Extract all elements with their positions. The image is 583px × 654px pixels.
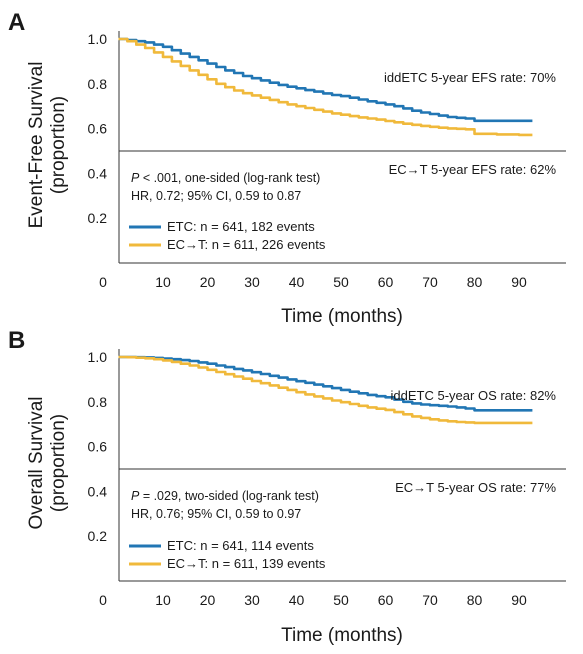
- stat-p-value: P = .029, two-sided (log-rank test): [131, 489, 319, 503]
- annotation-etc-rate: iddETC 5-year OS rate: 82%: [391, 388, 557, 403]
- legend-label-etc: ETC: n = 641, 114 events: [167, 538, 314, 553]
- legend-label-ec-t: EC→T: n = 611, 139 events: [167, 556, 326, 571]
- x-tick-label: 40: [289, 592, 305, 608]
- x-tick-label: 80: [467, 592, 483, 608]
- y-tick-label: 0.8: [88, 76, 108, 92]
- panel-letter: B: [8, 327, 25, 354]
- x-tick-label: 80: [467, 274, 483, 290]
- x-tick-label: 60: [378, 592, 394, 608]
- x-tick-label: 70: [422, 274, 438, 290]
- series-line-ec-t: [118, 37, 533, 137]
- x-tick-label: 10: [155, 274, 171, 290]
- series-line-ec-t: [118, 355, 533, 425]
- y-axis-title: Event-Free Survival: [26, 62, 47, 229]
- y-tick-label: 1.0: [88, 349, 108, 365]
- x-tick-label: 90: [511, 274, 527, 290]
- x-tick-label: 40: [289, 274, 305, 290]
- x-tick-label: 20: [200, 274, 216, 290]
- y-axis-subtitle: (proportion): [48, 414, 69, 512]
- y-tick-label: 0.2: [88, 528, 108, 544]
- panel-b: B 1.0 0.8 0.6 0.4 0.2 0 10 20 30 40 50 60 70 80 90 Time …: [8, 327, 566, 646]
- stat-hazard-ratio: HR, 0.72; 95% CI, 0.59 to 0.87: [131, 189, 301, 203]
- y-tick-label: 1.0: [88, 31, 108, 47]
- series-line-etc: [118, 37, 533, 123]
- x-tick-label: 30: [244, 592, 260, 608]
- annotation-ec-t-rate: EC→T 5-year OS rate: 77%: [395, 480, 556, 495]
- y-tick-label: 0.2: [88, 210, 108, 226]
- x-tick-label: 90: [511, 592, 527, 608]
- p-value-text: = .029, two-sided (log-rank test): [139, 489, 319, 503]
- y-tick-label: 0.4: [88, 483, 108, 499]
- stat-hazard-ratio: HR, 0.76; 95% CI, 0.59 to 0.97: [131, 507, 301, 521]
- panel-letter: A: [8, 9, 25, 36]
- series-line-etc: [118, 355, 533, 412]
- legend-label-etc: ETC: n = 641, 182 events: [167, 219, 315, 234]
- annotation-etc-rate: iddETC 5-year EFS rate: 70%: [384, 70, 556, 85]
- p-symbol: P: [131, 489, 140, 503]
- x-tick-label: 50: [333, 274, 349, 290]
- y-tick-label: 0.8: [88, 394, 108, 410]
- annotation-ec-t-rate: EC→T 5-year EFS rate: 62%: [389, 162, 557, 177]
- y-axis-subtitle: (proportion): [48, 96, 69, 194]
- origin-label: 0: [99, 592, 107, 608]
- x-tick-label: 70: [422, 592, 438, 608]
- y-tick-label: 0.4: [88, 165, 108, 181]
- x-tick-label: 10: [155, 592, 171, 608]
- origin-label: 0: [99, 274, 107, 290]
- stat-p-value: P < .001, one-sided (log-rank test): [131, 171, 320, 185]
- x-axis-title: Time (months): [281, 306, 403, 327]
- x-tick-label: 50: [333, 592, 349, 608]
- x-tick-label: 60: [378, 274, 394, 290]
- legend-label-ec-t: EC→T: n = 611, 226 events: [167, 237, 326, 252]
- y-axis-title: Overall Survival: [26, 396, 47, 529]
- p-symbol: P: [131, 171, 140, 185]
- y-tick-label: 0.6: [88, 121, 108, 137]
- panel-a: A 1.0 0.8 0.6 0.4 0.2 0 10 20 30 40 50 60 70 80 90 Time …: [8, 9, 566, 327]
- x-axis-title: Time (months): [281, 625, 403, 646]
- p-value-text: < .001, one-sided (log-rank test): [139, 171, 320, 185]
- x-tick-label: 20: [200, 592, 216, 608]
- y-tick-label: 0.6: [88, 439, 108, 455]
- x-tick-label: 30: [244, 274, 260, 290]
